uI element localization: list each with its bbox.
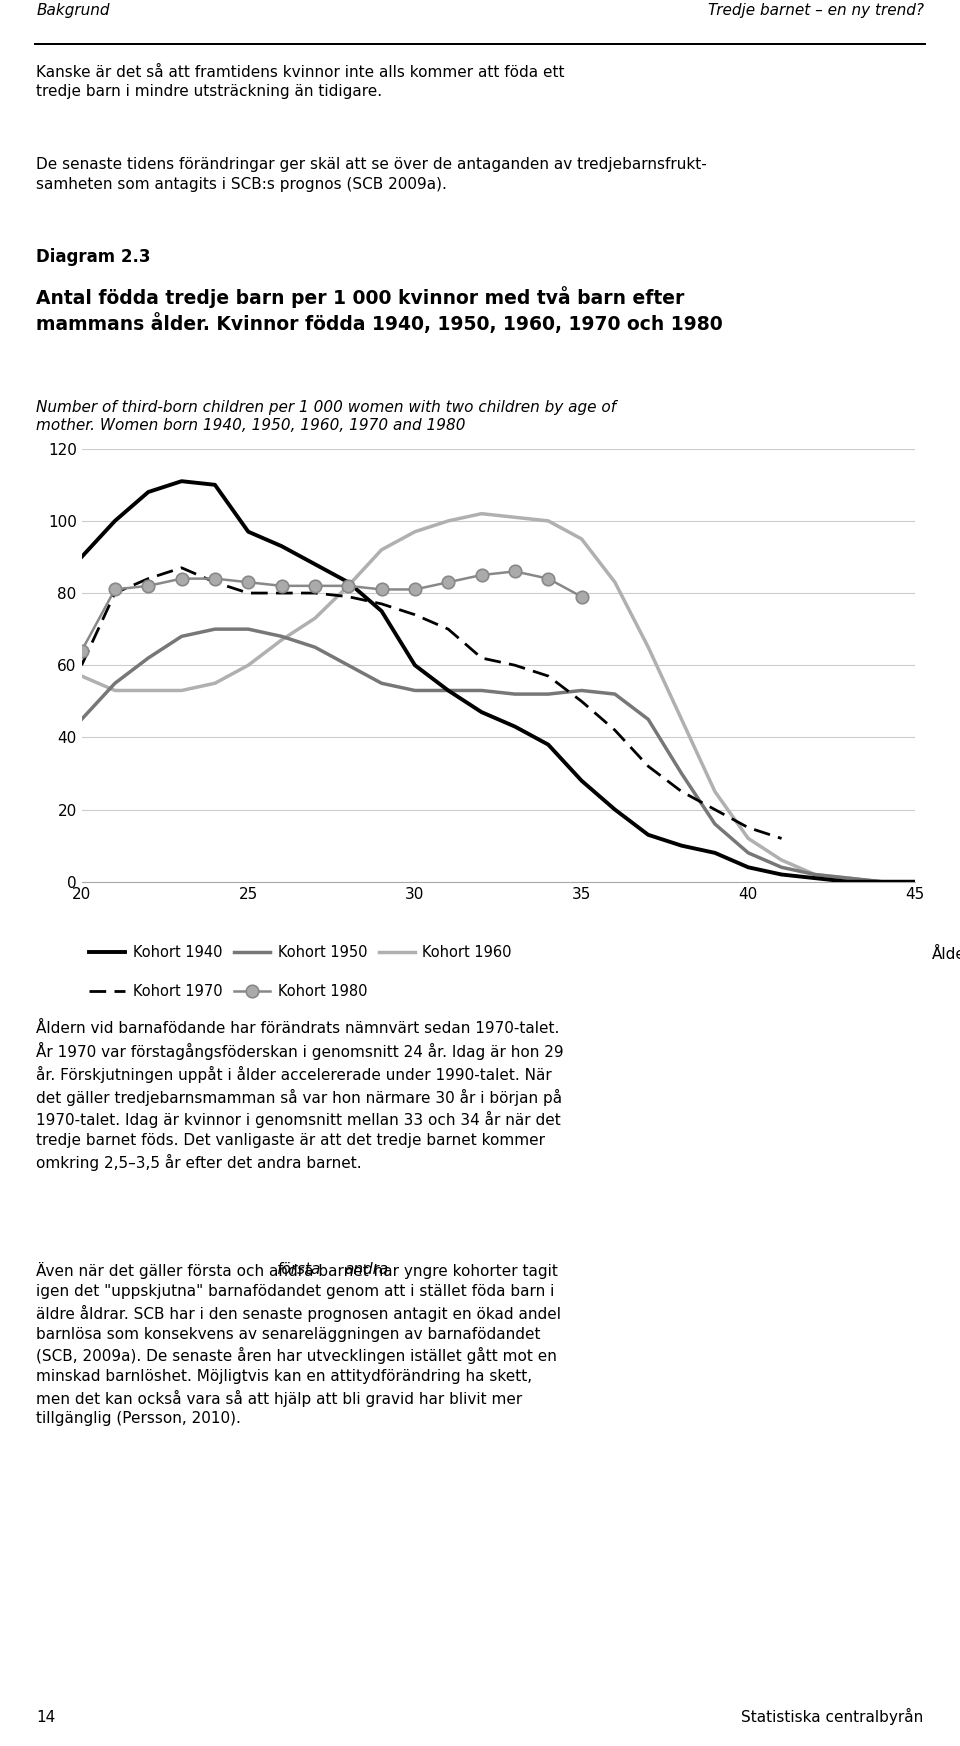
Text: Tredje barnet – en ny trend?: Tredje barnet – en ny trend? (708, 2, 924, 17)
Text: Kanske är det så att framtidens kvinnor inte alls kommer att föda ett
tredje bar: Kanske är det så att framtidens kvinnor … (36, 65, 565, 100)
Text: Åldern vid barnafödande har förändrats nämnvärt sedan 1970-talet.
År 1970 var fö: Åldern vid barnafödande har förändrats n… (36, 1021, 564, 1172)
Text: Bakgrund: Bakgrund (36, 2, 110, 17)
Text: Även när det gäller ⁠första och ⁠andra barnet har yngre kohorter tagit
igen det : Även när det gäller ⁠första och ⁠andra b… (36, 1262, 562, 1426)
Text: Number of third-born children per 1 000 women with two children by age of
mother: Number of third-born children per 1 000 … (36, 400, 616, 433)
Text: Antal födda tredje barn per 1 000 kvinnor med två barn efter
mammans ålder. Kvin: Antal födda tredje barn per 1 000 kvinno… (36, 286, 723, 333)
Text: Diagram 2.3: Diagram 2.3 (36, 248, 151, 265)
Legend: Kohort 1970, Kohort 1980: Kohort 1970, Kohort 1980 (89, 985, 367, 999)
Text: första: första (277, 1262, 322, 1278)
Text: De senaste tidens förändringar ger skäl att se över de antaganden av tredjebarns: De senaste tidens förändringar ger skäl … (36, 157, 708, 192)
Text: Ålder: Ålder (931, 946, 960, 962)
Text: andra: andra (345, 1262, 389, 1278)
Text: Statistiska centralbyrån: Statistiska centralbyrån (741, 1708, 924, 1725)
Text: 14: 14 (36, 1709, 56, 1725)
